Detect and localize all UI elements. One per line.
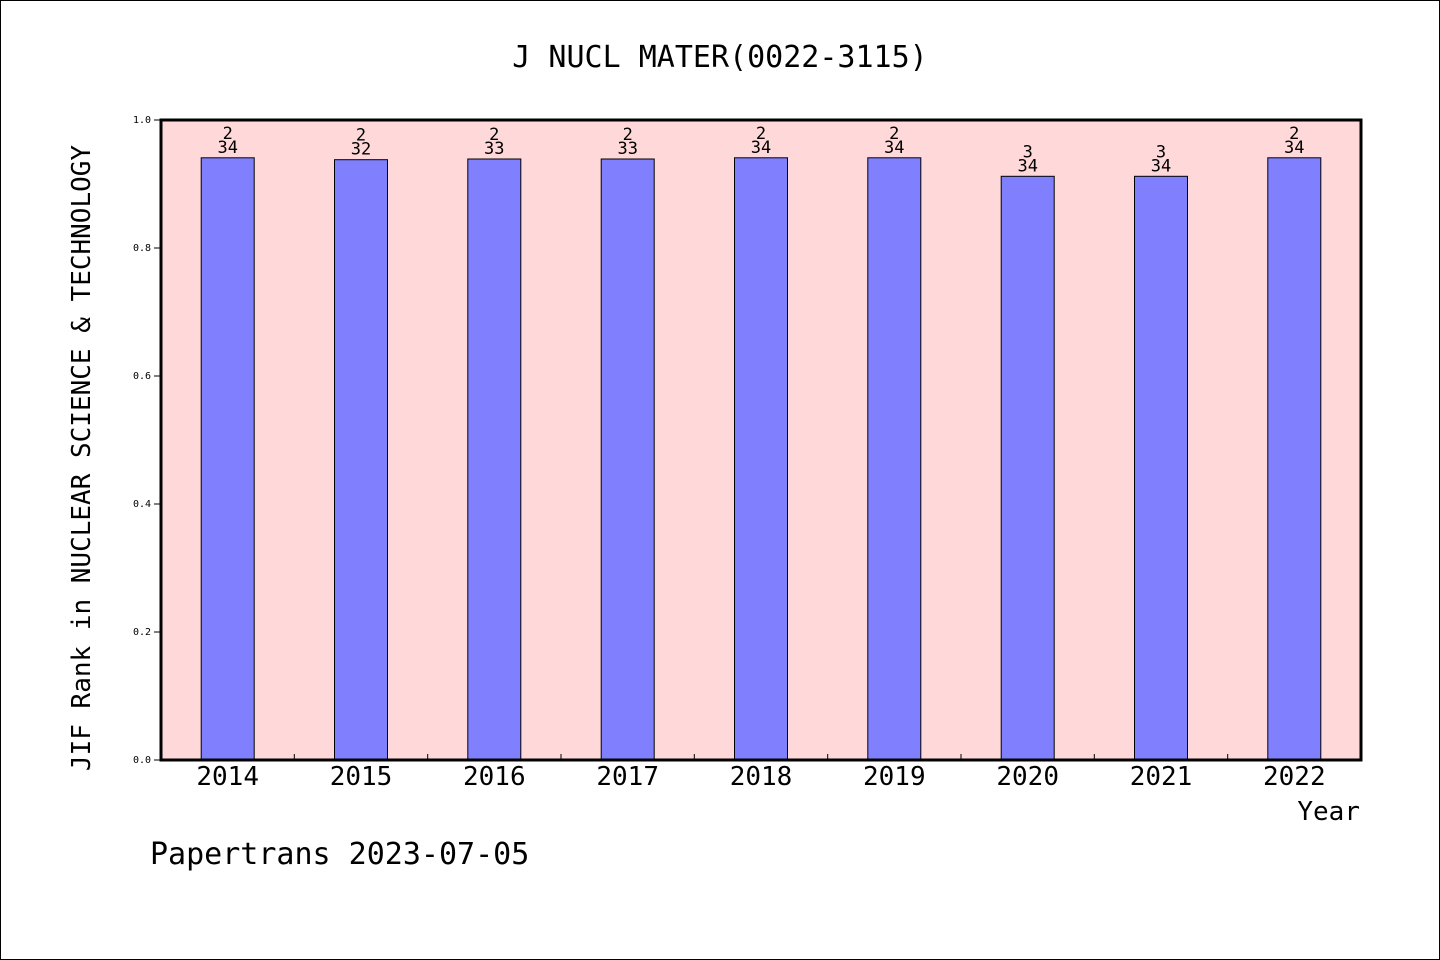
bar-rank-label-2019: 2	[889, 124, 899, 144]
bar-2016	[467, 158, 522, 761]
bar-2017	[600, 158, 655, 761]
x-tick-label-2022: 2022	[1263, 762, 1326, 792]
bar-total-label-2016: 33	[484, 139, 504, 159]
bar-2022	[1267, 157, 1322, 761]
y-tick-label: 0.4	[133, 499, 151, 510]
bar-2020	[1000, 175, 1055, 761]
ticks-group: 2014 2015 2016 2017 2018 2019 2020 2021 2022 0.0 0…	[133, 115, 1326, 792]
bar-rank-label-2017: 2	[623, 125, 633, 145]
bar-2018	[734, 157, 788, 761]
bar-rank-label-2015: 2	[356, 126, 366, 146]
bar-total-label-2019: 34	[884, 138, 904, 158]
x-tick-label-2016: 2016	[463, 762, 526, 792]
bar-rank-label-2022: 2	[1289, 124, 1299, 144]
y-tick-label: 1.0	[133, 115, 151, 126]
bar-rank-label-2020: 3	[1023, 142, 1033, 162]
bar-total-label-2017: 33	[617, 139, 637, 159]
x-tick-label-2018: 2018	[730, 762, 793, 792]
watermark-text: Papertrans 2023-07-05	[150, 837, 529, 872]
x-tick-label-2020: 2020	[996, 762, 1059, 792]
x-axis-label: Year	[1297, 797, 1360, 827]
y-tick-label: 0.6	[133, 371, 151, 382]
bar-2019	[867, 157, 922, 761]
bar-2015	[334, 159, 388, 761]
x-tick-label-2015: 2015	[330, 762, 393, 792]
bar-rank-label-2018: 2	[756, 124, 766, 144]
bar-2021	[1134, 175, 1188, 761]
bar-total-label-2014: 34	[217, 138, 237, 158]
bar-rank-label-2014: 2	[223, 124, 233, 144]
x-tick-label-2021: 2021	[1130, 762, 1193, 792]
bar-rank-label-2021: 3	[1156, 142, 1166, 162]
bar-total-label-2018: 34	[751, 138, 771, 158]
bar-rank-label-2016: 2	[489, 125, 499, 145]
y-tick-label: 0.8	[133, 243, 151, 254]
bar-2014	[200, 157, 255, 761]
y-tick-label: 0.2	[133, 627, 151, 638]
x-tick-label-2019: 2019	[863, 762, 926, 792]
x-tick-label-2014: 2014	[196, 762, 259, 792]
chart-title: J NUCL MATER(0022-3115)	[512, 40, 927, 75]
x-tick-label-2017: 2017	[596, 762, 659, 792]
plot-border	[159, 118, 1363, 762]
bar-total-label-2015: 32	[351, 140, 371, 160]
bar-total-label-2021: 34	[1151, 156, 1171, 176]
y-tick-label: 0.0	[133, 755, 151, 766]
bar-total-label-2020: 34	[1017, 156, 1037, 176]
y-axis-label: JIF Rank in NUCLEAR SCIENCE & TECHNOLOGY	[67, 145, 97, 771]
bar-total-label-2022: 34	[1284, 138, 1304, 158]
